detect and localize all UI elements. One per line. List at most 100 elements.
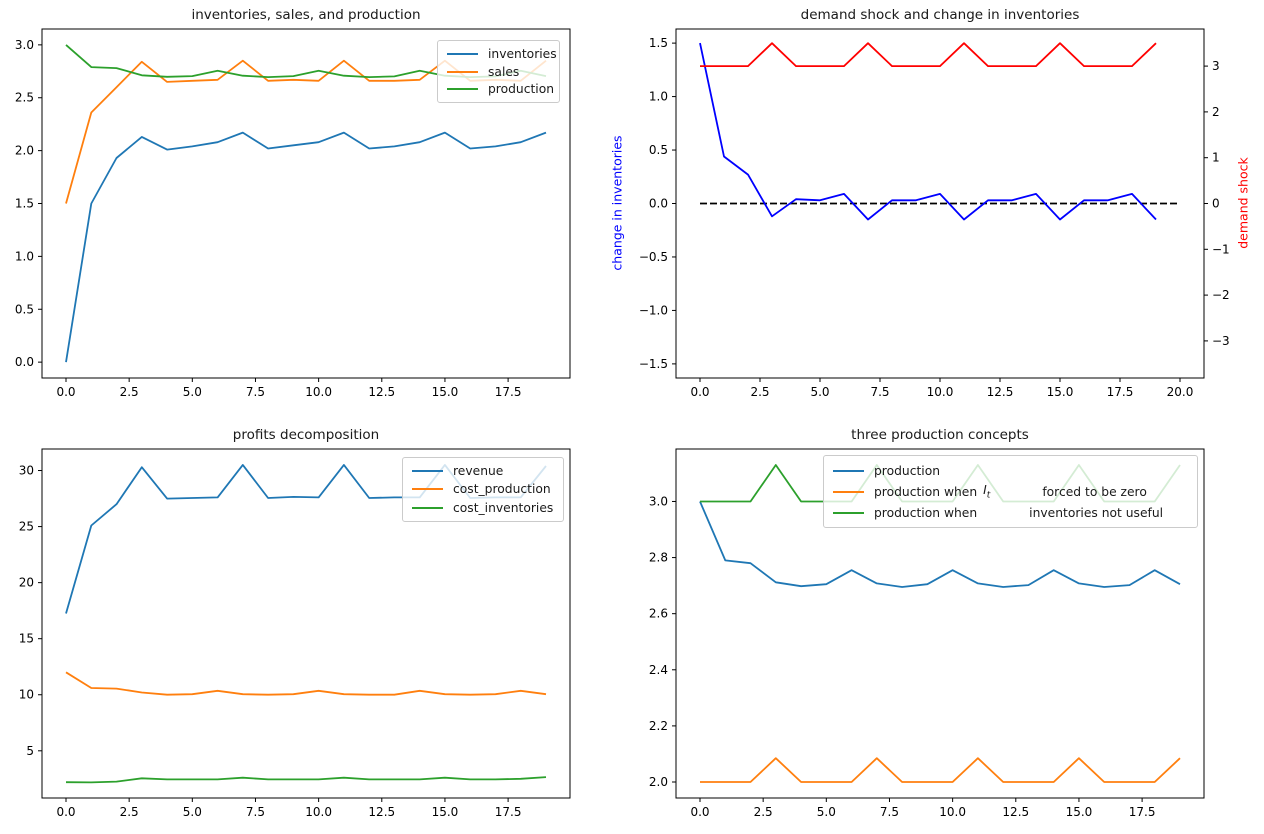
legend-label-post: forced to be zero [1042,484,1147,499]
y-tick-label: 20 [19,576,34,590]
y-tick-label: 1.0 [15,249,34,263]
y-tick-label: 2.4 [649,663,668,677]
x-tick-label: 2.5 [754,805,773,819]
y-tick-label: 0.0 [15,355,34,369]
x-tick-label: 2.5 [120,805,139,819]
y-tick-label: 2.0 [649,775,668,789]
series-inventories [65,131,547,363]
x-tick-label: 5.0 [817,805,836,819]
series-cost-production [65,671,547,696]
x-tick-label: 7.5 [246,805,265,819]
y-tick-label: 1.5 [15,197,34,211]
legend-item: inventories [447,45,557,63]
legend-label: cost_inventories [453,500,554,515]
legend-label: inventories [488,46,557,61]
legend-label: cost_production [453,482,551,497]
legend-item: production when It forced to be zero [833,481,1188,502]
y-tick-label: 5 [26,744,34,758]
y-tick-right-label: −1 [1212,242,1230,256]
legend-spacer [990,491,1042,492]
x-tick-label: 17.5 [495,805,522,819]
x-tick-label: 2.5 [750,385,769,399]
legend-item: sales [447,63,550,81]
y-tick-label: 2.2 [649,719,668,733]
series-change-in-inventories [699,42,1157,221]
x-tick-label: 0.0 [690,805,709,819]
legend-label: revenue [453,464,504,479]
y-tick-right-label: −3 [1212,334,1230,348]
x-tick-label: 15.0 [432,385,459,399]
x-tick-label: 0.0 [690,385,709,399]
y-axis-label-change-in-inventories: change in inventories [609,135,625,271]
x-tick-label: 5.0 [183,805,202,819]
legend-line-production [833,469,864,472]
y-tick-label: −1.5 [639,357,668,371]
y-tick-label: 1.0 [649,90,668,104]
y-tick-label: 3.0 [15,38,34,52]
axes-spines [675,448,1205,799]
axes-spines [41,448,571,799]
x-tick-label: 10.0 [305,805,332,819]
y-tick-label: −0.5 [639,250,668,264]
y-tick-label: 0.5 [649,143,668,157]
legend-spacer [977,512,1029,513]
legend-line-inventories [447,52,478,55]
y-tick-label: 2.8 [649,551,668,565]
x-tick-label: 5.0 [183,385,202,399]
x-tick-label: 2.5 [120,385,139,399]
legend-line-cost-production [412,488,443,491]
x-tick-label: 17.5 [495,385,522,399]
x-tick-label: 10.0 [939,805,966,819]
legend-label-post: inventories not useful [1029,505,1164,520]
y-tick-label: 3.0 [649,494,668,508]
chart-title-three-production-concepts: three production concepts [851,427,1029,443]
y-tick-right-label: −2 [1212,288,1230,302]
y-tick-label: 2.6 [649,607,668,621]
legend-label: sales [488,64,520,79]
y-tick-label: 30 [19,464,34,478]
x-tick-label: 15.0 [1066,805,1093,819]
legend-line-production [447,88,478,91]
x-tick-label: 7.5 [880,805,899,819]
chart-title-inventories-sales-production: inventories, sales, and production [191,7,421,23]
x-tick-label: 0.0 [56,805,75,819]
x-tick-label: 5.0 [810,385,829,399]
legend-line-sales [447,70,478,73]
legend-label-pre: production when [874,505,978,520]
x-tick-label: 0.0 [56,385,75,399]
chart-title-demand-shock: demand shock and change in inventories [800,7,1080,23]
x-tick-label: 12.5 [368,805,395,819]
x-tick-label: 15.0 [432,805,459,819]
y-tick-label: 0.0 [649,197,668,211]
x-tick-label: 7.5 [246,385,265,399]
x-tick-label: 17.5 [1129,805,1156,819]
y-axis-label-demand-shock: demand shock [1235,157,1251,249]
series-cost-inventories [65,776,547,784]
y-tick-label: 2.5 [15,91,34,105]
series-production-when-i-t-forced-to-be-zero [700,757,1181,783]
y-tick-label: 0.5 [15,302,34,316]
y-tick-label: −1.0 [639,303,668,317]
legend-inventories-sales-production: inventories sales production [437,40,560,103]
legend-label-pre: production when [874,484,978,499]
x-tick-label: 17.5 [1107,385,1134,399]
legend-item: cost_production [412,480,554,498]
y-tick-label: 25 [19,520,34,534]
y-tick-label: 10 [19,688,34,702]
x-tick-label: 20.0 [1167,385,1194,399]
y-tick-right-label: 3 [1212,59,1220,73]
legend-label: production [488,82,555,97]
x-tick-label: 12.5 [1002,805,1029,819]
legend-item: production when inventories not useful [833,502,1188,523]
y-tick-label: 1.5 [649,36,668,50]
x-tick-label: 10.0 [927,385,954,399]
legend-item: revenue [412,462,554,480]
series-demand-shock [700,42,1157,67]
math-symbol-I-t: It [983,482,991,501]
legend-label: production [874,463,941,478]
legend-item: production [447,80,554,98]
legend-line-production-it-zero [833,490,864,493]
legend-item: cost_inventories [412,499,554,517]
